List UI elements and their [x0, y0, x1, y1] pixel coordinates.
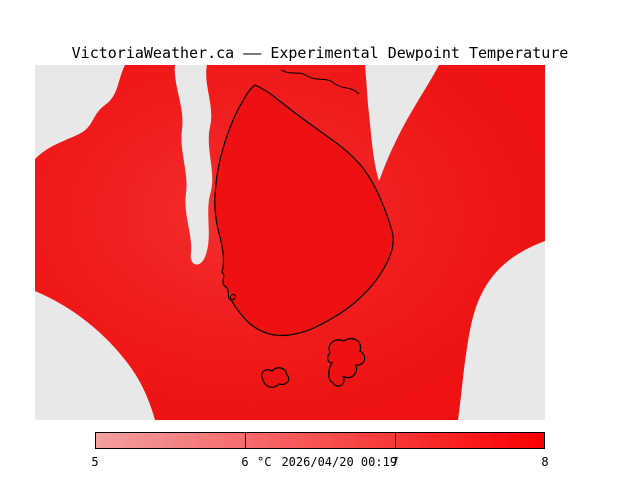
weather-map — [35, 65, 545, 420]
colorbar-tick-label: 5 — [91, 455, 99, 469]
no-data-region-topleft — [35, 65, 125, 159]
page-title: VictoriaWeather.ca —— Experimental Dewpo… — [71, 44, 569, 62]
colorbar-caption: °C 2026/04/20 00:19 — [257, 455, 397, 469]
units-label: °C — [257, 455, 272, 469]
timestamp: 2026/04/20 00:19 — [281, 455, 398, 469]
colorbar-tick-label: 6 — [241, 455, 249, 469]
colorbar-tick-label: 7 — [391, 455, 399, 469]
no-data-region-bottomright — [458, 241, 545, 420]
coastline-island-southeast — [327, 338, 366, 387]
no-data-region-bottomleft — [35, 291, 155, 420]
coastline-island-southwest — [261, 367, 290, 388]
map-canvas — [35, 65, 545, 420]
coastline-north-fragment — [280, 69, 360, 95]
coastline-peninsula — [214, 84, 394, 337]
colorbar — [95, 432, 545, 449]
no-data-region-inlet — [174, 65, 213, 265]
colorbar-tick-7 — [394, 433, 396, 448]
colorbar-tick-label: 8 — [541, 455, 549, 469]
colorbar-tick-6 — [245, 433, 247, 448]
no-data-region-topright — [365, 65, 439, 181]
coastline-islet — [230, 294, 236, 300]
